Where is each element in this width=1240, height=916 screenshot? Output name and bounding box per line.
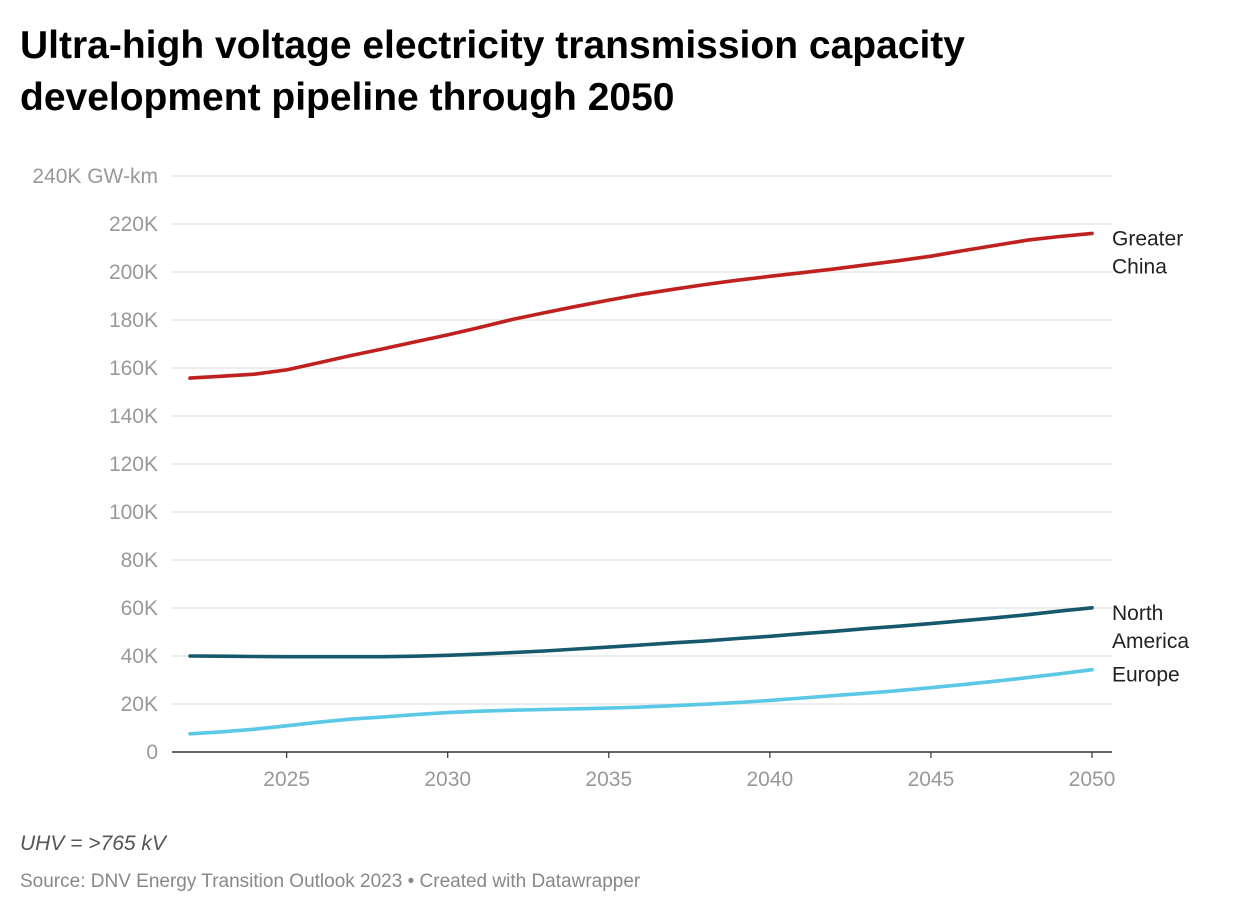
series-line-europe bbox=[188, 667, 1094, 736]
gridlines bbox=[172, 175, 1112, 753]
y-tick-label: 120K bbox=[109, 453, 158, 476]
x-tick-label: 2040 bbox=[746, 768, 793, 791]
y-tick-label: 200K bbox=[109, 261, 158, 284]
series-lines bbox=[188, 231, 1094, 736]
series-label-north-america: North America bbox=[1112, 602, 1189, 653]
y-tick-label: 40K bbox=[121, 645, 158, 668]
series-line-greater-china bbox=[188, 231, 1094, 380]
x-tick-label: 2025 bbox=[263, 768, 310, 791]
series-label-line: China bbox=[1112, 255, 1167, 278]
y-tick-label: 240K GW-km bbox=[32, 165, 158, 188]
x-tick-label: 2030 bbox=[424, 768, 471, 791]
series-label-line: Europe bbox=[1112, 664, 1180, 687]
source-credit: Source: DNV Energy Transition Outlook 20… bbox=[20, 871, 641, 892]
chart-title: Ultra-high voltage electricity transmiss… bbox=[20, 24, 965, 119]
series-label-line: Greater bbox=[1112, 227, 1183, 250]
y-tick-label: 100K bbox=[109, 501, 158, 524]
y-tick-label: 180K bbox=[109, 309, 158, 332]
x-axis-ticks: 2025 2030 2035 2040 2045 2050 bbox=[263, 752, 1115, 791]
y-tick-label: 140K bbox=[109, 405, 158, 428]
series-line-north-america bbox=[188, 606, 1094, 659]
footnote: UHV = >765 kV bbox=[20, 832, 166, 855]
series-label-greater-china: Greater China bbox=[1112, 227, 1183, 278]
y-axis-ticks: 0 20K 40K 60K 80K 100K 120K 140K 160K 180K 200K 220… bbox=[32, 165, 158, 764]
y-tick-label: 60K bbox=[121, 597, 158, 620]
y-tick-label: 20K bbox=[121, 693, 158, 716]
y-tick-label: 160K bbox=[109, 357, 158, 380]
series-label-line: America bbox=[1112, 630, 1189, 653]
x-tick-label: 2035 bbox=[585, 768, 632, 791]
y-tick-label: 220K bbox=[109, 213, 158, 236]
x-tick-label: 2050 bbox=[1069, 768, 1116, 791]
y-tick-label: 80K bbox=[121, 549, 158, 572]
series-label-line: North bbox=[1112, 602, 1163, 625]
series-label-europe: Europe bbox=[1112, 664, 1180, 687]
y-tick-label: 0 bbox=[146, 741, 158, 764]
x-tick-label: 2045 bbox=[908, 768, 955, 791]
series-labels: Greater China North America Europe bbox=[1112, 227, 1189, 686]
